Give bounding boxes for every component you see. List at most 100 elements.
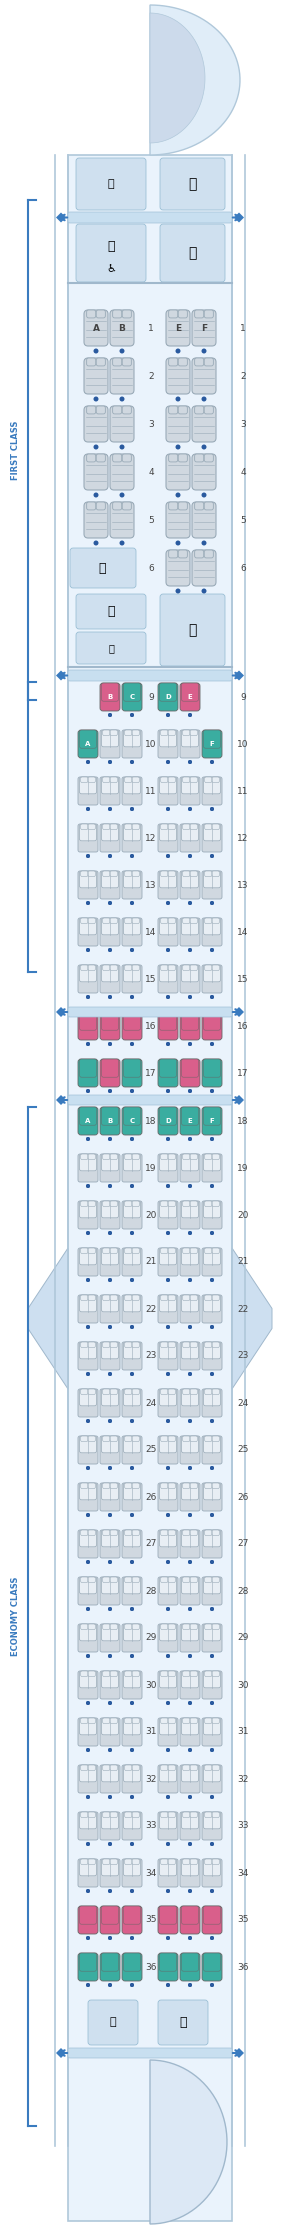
Text: 16: 16 <box>237 1022 249 1031</box>
FancyBboxPatch shape <box>205 1296 212 1300</box>
FancyBboxPatch shape <box>212 1625 219 1629</box>
FancyBboxPatch shape <box>88 1389 95 1396</box>
Circle shape <box>166 1514 170 1516</box>
FancyBboxPatch shape <box>122 1389 142 1418</box>
FancyBboxPatch shape <box>110 1812 117 1819</box>
FancyBboxPatch shape <box>125 1672 132 1676</box>
FancyBboxPatch shape <box>168 1625 175 1629</box>
Circle shape <box>166 1418 170 1422</box>
FancyBboxPatch shape <box>68 2048 232 2059</box>
FancyBboxPatch shape <box>180 1718 200 1745</box>
FancyBboxPatch shape <box>80 1202 97 1218</box>
FancyBboxPatch shape <box>81 1625 88 1629</box>
Circle shape <box>130 1137 134 1142</box>
FancyBboxPatch shape <box>103 1153 110 1160</box>
Text: 31: 31 <box>145 1727 157 1736</box>
FancyBboxPatch shape <box>168 1202 175 1206</box>
Circle shape <box>130 855 134 857</box>
FancyBboxPatch shape <box>160 1765 176 1781</box>
Circle shape <box>86 1607 90 1612</box>
Circle shape <box>188 712 192 717</box>
Circle shape <box>130 995 134 999</box>
FancyBboxPatch shape <box>101 1718 118 1734</box>
FancyBboxPatch shape <box>81 1718 88 1723</box>
Polygon shape <box>56 1095 66 1104</box>
Text: 5: 5 <box>148 516 154 525</box>
FancyBboxPatch shape <box>202 917 222 946</box>
Text: 10: 10 <box>145 739 157 748</box>
FancyBboxPatch shape <box>100 777 120 806</box>
Circle shape <box>188 1654 192 1658</box>
Circle shape <box>130 902 134 906</box>
FancyBboxPatch shape <box>122 1576 142 1605</box>
Polygon shape <box>56 211 66 223</box>
FancyBboxPatch shape <box>203 1483 220 1500</box>
FancyBboxPatch shape <box>212 966 219 971</box>
FancyBboxPatch shape <box>81 824 88 830</box>
FancyBboxPatch shape <box>183 966 190 971</box>
FancyBboxPatch shape <box>168 730 175 735</box>
FancyBboxPatch shape <box>103 777 110 784</box>
Circle shape <box>210 1560 214 1565</box>
Text: 🥃: 🥃 <box>188 247 196 260</box>
FancyBboxPatch shape <box>183 824 190 830</box>
FancyBboxPatch shape <box>212 1436 219 1442</box>
Circle shape <box>202 588 206 594</box>
FancyBboxPatch shape <box>125 824 132 830</box>
FancyBboxPatch shape <box>112 309 122 318</box>
Circle shape <box>166 808 170 810</box>
FancyBboxPatch shape <box>122 1859 142 1888</box>
FancyBboxPatch shape <box>182 1296 199 1311</box>
FancyBboxPatch shape <box>96 405 105 414</box>
FancyBboxPatch shape <box>182 917 199 935</box>
FancyBboxPatch shape <box>158 1153 178 1182</box>
FancyBboxPatch shape <box>88 1765 95 1770</box>
Circle shape <box>210 1514 214 1516</box>
FancyBboxPatch shape <box>161 1576 168 1583</box>
Text: B: B <box>107 1117 112 1124</box>
Circle shape <box>210 759 214 764</box>
Text: 24: 24 <box>237 1398 249 1407</box>
Circle shape <box>166 1701 170 1705</box>
Text: F: F <box>210 1117 214 1124</box>
FancyBboxPatch shape <box>100 1249 120 1275</box>
FancyBboxPatch shape <box>166 358 190 394</box>
Text: 15: 15 <box>145 975 157 984</box>
FancyBboxPatch shape <box>202 1625 222 1652</box>
FancyBboxPatch shape <box>212 870 219 877</box>
FancyBboxPatch shape <box>122 309 131 318</box>
Circle shape <box>166 1701 170 1705</box>
FancyBboxPatch shape <box>103 824 110 830</box>
FancyBboxPatch shape <box>190 1483 197 1489</box>
FancyBboxPatch shape <box>100 1013 120 1040</box>
FancyBboxPatch shape <box>182 683 199 701</box>
Circle shape <box>188 1089 192 1093</box>
Circle shape <box>86 1184 90 1189</box>
Circle shape <box>210 1089 214 1093</box>
Text: 9: 9 <box>240 692 246 701</box>
FancyBboxPatch shape <box>132 1765 139 1770</box>
Circle shape <box>130 1607 134 1612</box>
FancyBboxPatch shape <box>103 1483 110 1489</box>
FancyBboxPatch shape <box>183 777 190 784</box>
FancyBboxPatch shape <box>205 1153 212 1160</box>
FancyBboxPatch shape <box>100 1296 120 1322</box>
Text: 29: 29 <box>145 1634 157 1643</box>
Circle shape <box>166 1184 170 1189</box>
Circle shape <box>166 1560 170 1565</box>
FancyBboxPatch shape <box>88 1718 95 1723</box>
FancyBboxPatch shape <box>125 1389 132 1396</box>
FancyBboxPatch shape <box>122 1765 142 1792</box>
FancyBboxPatch shape <box>161 966 168 971</box>
Circle shape <box>130 759 134 764</box>
Text: 34: 34 <box>237 1868 249 1877</box>
Circle shape <box>130 1890 134 1892</box>
Circle shape <box>188 1371 192 1376</box>
Circle shape <box>210 1937 214 1941</box>
FancyBboxPatch shape <box>124 1436 140 1454</box>
FancyBboxPatch shape <box>212 1153 219 1160</box>
FancyBboxPatch shape <box>125 870 132 877</box>
Circle shape <box>166 1654 170 1658</box>
FancyBboxPatch shape <box>183 730 190 735</box>
FancyBboxPatch shape <box>103 1859 110 1865</box>
